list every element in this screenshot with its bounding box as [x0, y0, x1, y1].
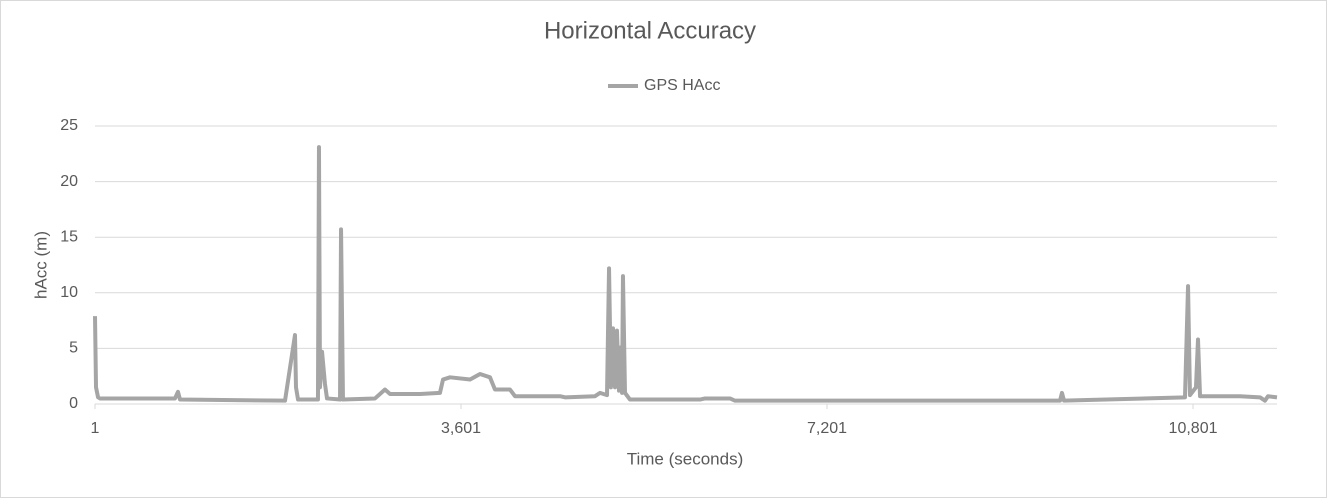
chart-title: Horizontal Accuracy [544, 17, 756, 44]
legend-label: GPS HAcc [644, 77, 720, 94]
y-tick-label: 20 [60, 173, 78, 190]
x-tick-label: 10,801 [1169, 420, 1218, 437]
data-line [93, 145, 1278, 403]
y-tick-label: 0 [69, 395, 78, 412]
y-tick-label: 10 [60, 284, 78, 301]
x-tick-label: 3,601 [441, 420, 481, 437]
y-tick-label: 25 [60, 117, 78, 134]
x-tick-label: 7,201 [807, 420, 847, 437]
y-tick-label: 5 [69, 340, 78, 357]
y-axis-label: hAcc (m) [31, 231, 50, 299]
y-tick-label: 15 [60, 228, 78, 245]
x-axis-label: Time (seconds) [627, 449, 744, 468]
x-tick-label: 1 [91, 420, 100, 437]
